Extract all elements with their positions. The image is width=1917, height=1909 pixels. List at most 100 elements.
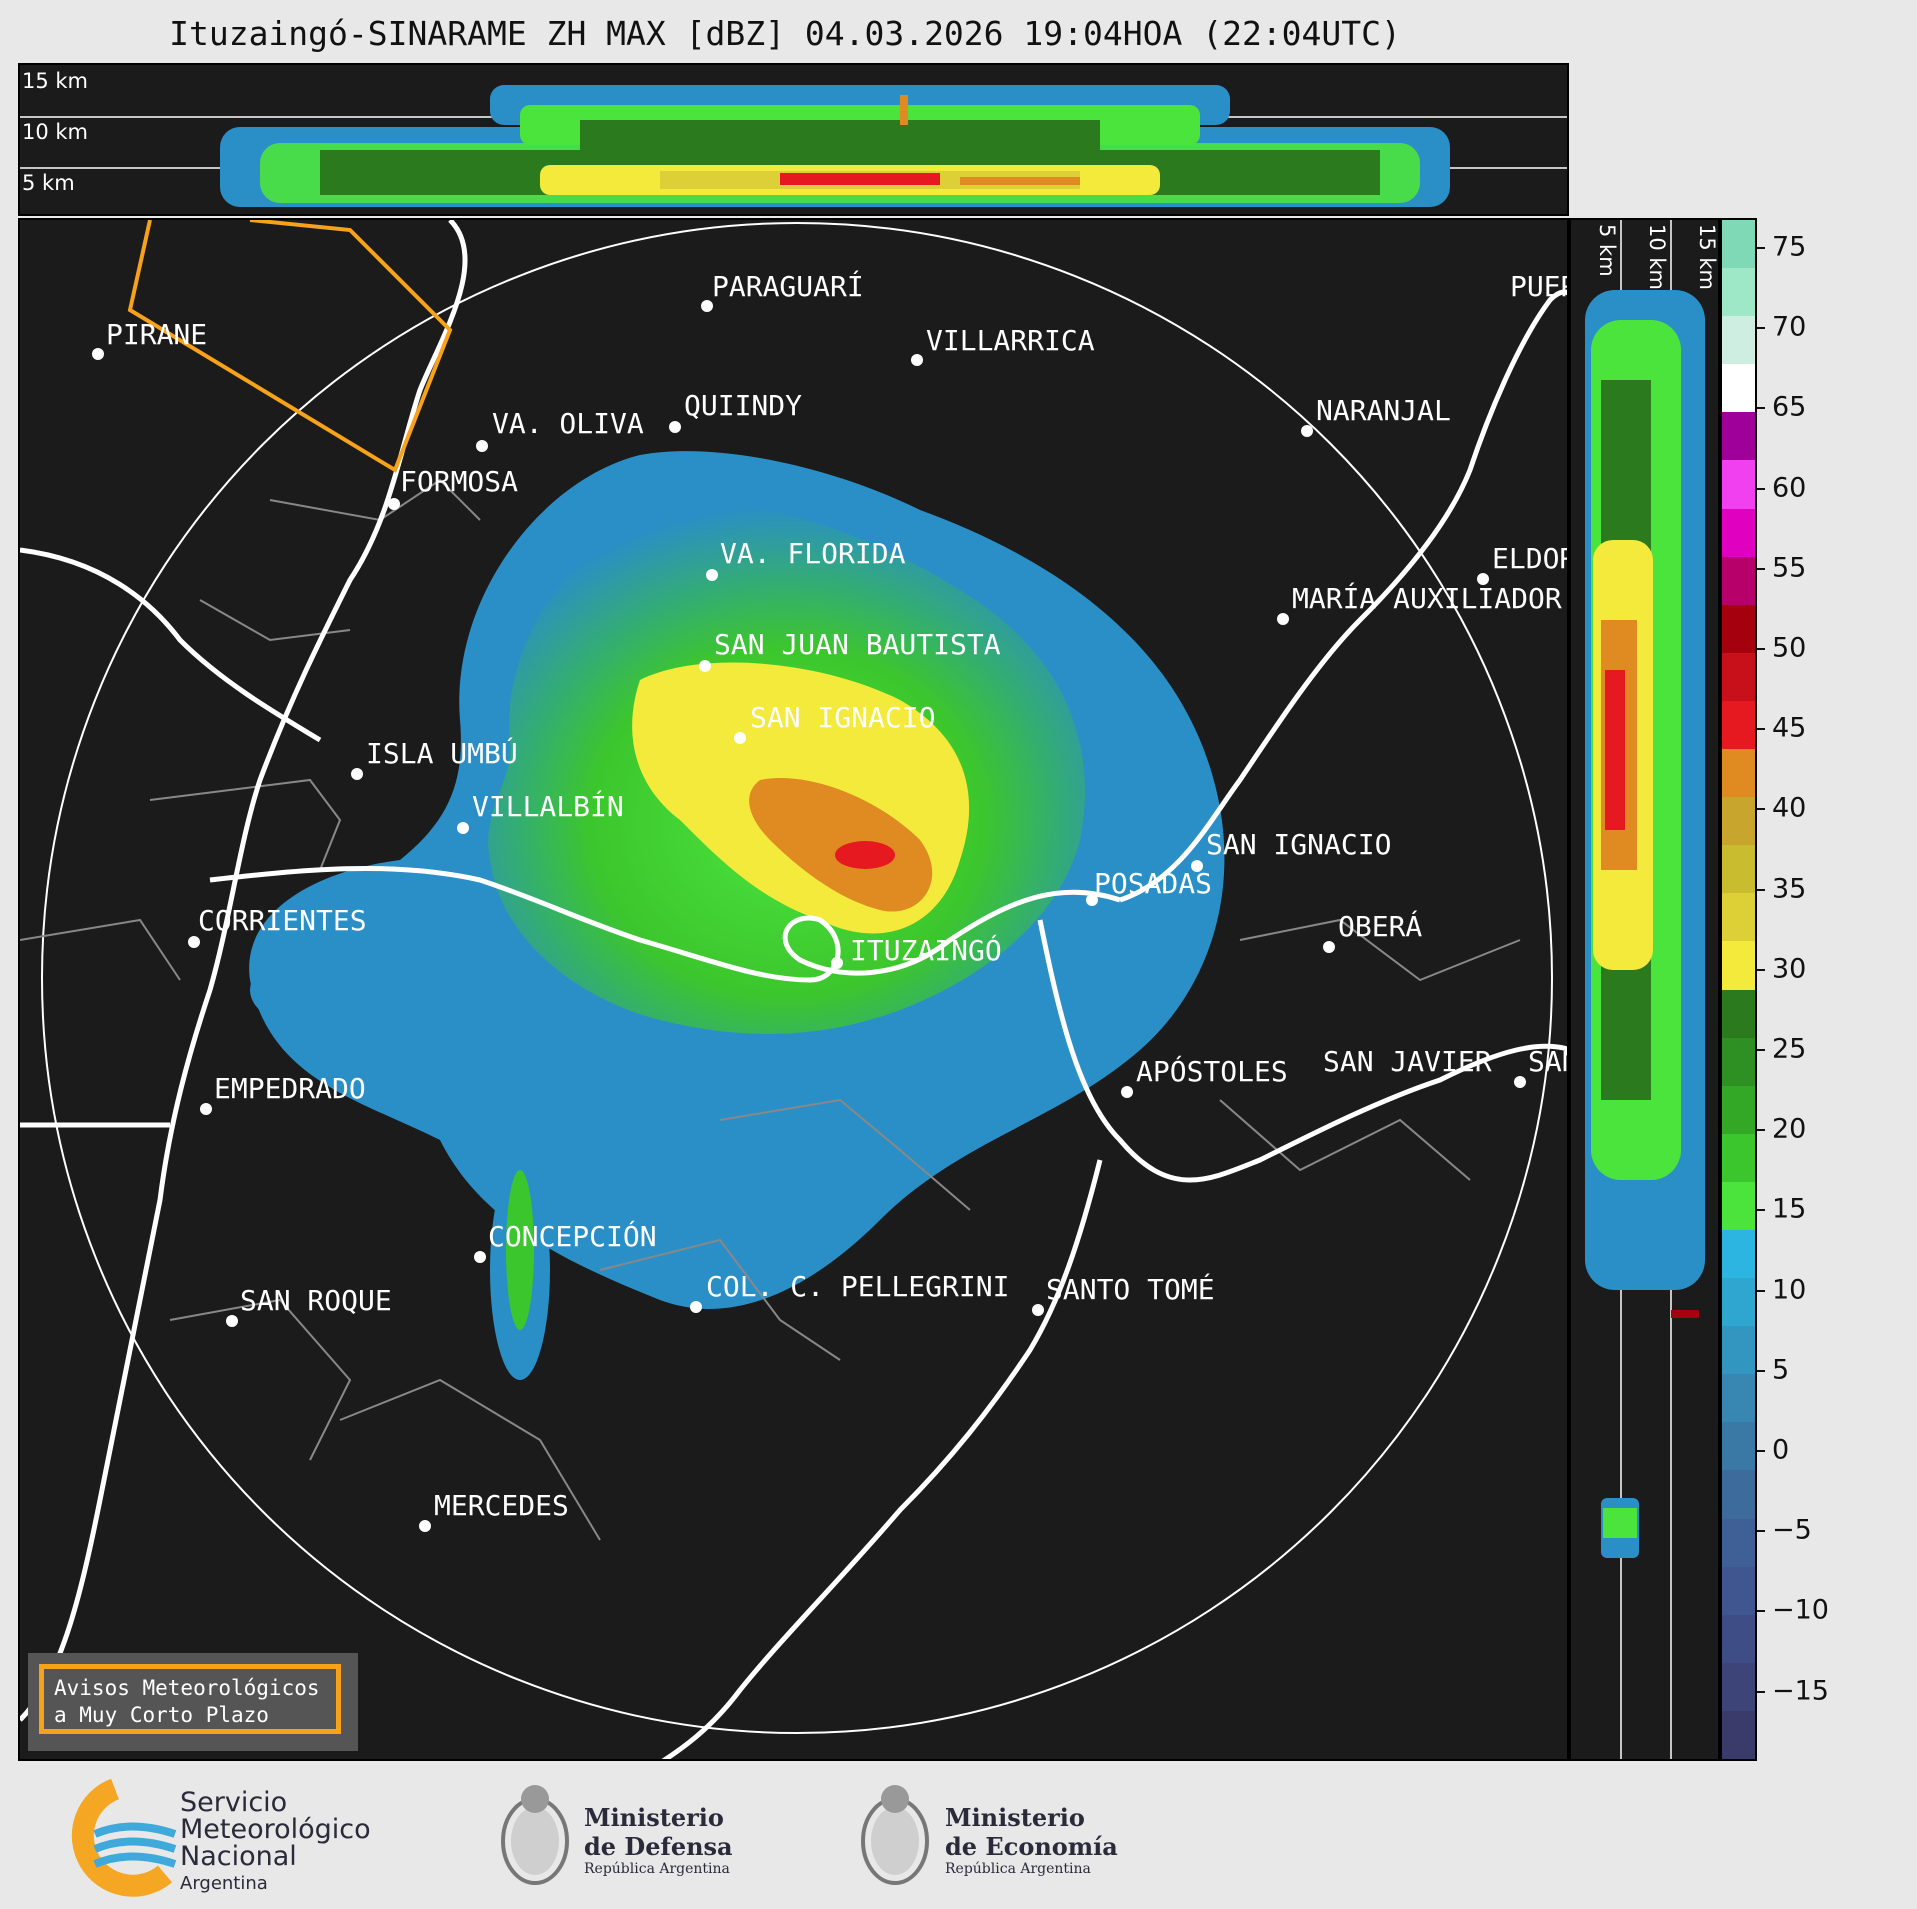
xsec-right-label-5km: 5 km	[1595, 224, 1619, 277]
colorbar-tick-label: 0	[1772, 1434, 1790, 1466]
city-dot-villarrica	[911, 354, 923, 366]
colorbar-band	[1722, 316, 1755, 366]
colorbar-band	[1722, 1326, 1755, 1376]
colorbar-tick-mark	[1757, 1209, 1765, 1212]
colorbar-tick-label: 10	[1772, 1274, 1807, 1306]
colorbar-band	[1722, 1037, 1755, 1087]
colorbar-band	[1722, 460, 1755, 510]
city-label-formosa: FORMOSA	[400, 465, 519, 498]
colorbar-tick-mark	[1757, 1369, 1765, 1372]
warning-line-1: Avisos Meteorológicos	[54, 1676, 320, 1700]
defensa-line-2: de Defensa	[584, 1832, 733, 1861]
city-label-corrientes: CORRIENTES	[198, 904, 367, 937]
colorbar-tick-label: 75	[1772, 231, 1807, 263]
top-cross-section-echoes	[20, 85, 1567, 207]
city-dot-maria-auxiliadora	[1277, 613, 1289, 625]
admin-boundaries	[20, 478, 1521, 1541]
city-label-col-c-pellegrini: COL. C. PELLEGRINI	[706, 1270, 1010, 1303]
colorbar-band	[1722, 749, 1755, 799]
colorbar-tick-mark	[1757, 247, 1765, 249]
colorbar-band	[1722, 797, 1755, 847]
city-label-san-roque: SAN ROQUE	[240, 1284, 392, 1317]
smn-line-1: Servicio	[180, 1787, 288, 1818]
borders-rivers	[20, 220, 1567, 1759]
colorbar-band	[1722, 556, 1755, 606]
colorbar-band	[1722, 989, 1755, 1039]
colorbar-band	[1722, 1662, 1755, 1712]
colorbar-band	[1722, 1470, 1755, 1520]
smn-line-2: Meteorológico	[180, 1814, 371, 1845]
city-label-santo-tome: SANTO TOMÉ	[1046, 1273, 1215, 1306]
radar-map-layers	[20, 220, 1567, 1759]
economia-line-3: República Argentina	[945, 1861, 1091, 1877]
colorbar-tick-label: −15	[1772, 1675, 1829, 1707]
colorbar-tick-mark	[1757, 1289, 1765, 1292]
radar-map[interactable]: PARAGUARÍ VILLARRICA PIRANE QUIINDY VA. …	[18, 218, 1569, 1761]
city-dot-va-oliva	[476, 440, 488, 452]
colorbar	[1720, 218, 1757, 1761]
colorbar-band	[1722, 1085, 1755, 1135]
colorbar-tick-mark	[1757, 648, 1765, 650]
defensa-seal-icon	[501, 1785, 569, 1885]
colorbar-tick-mark	[1757, 327, 1765, 330]
top-cross-section: 15 km 10 km 5 km	[18, 63, 1569, 216]
warning-line-2: a Muy Corto Plazo	[54, 1703, 269, 1727]
city-label-empedrado: EMPEDRADO	[214, 1072, 366, 1105]
colorbar-tick-mark	[1757, 407, 1765, 410]
colorbar-tick-mark	[1757, 968, 1765, 971]
city-dot-isla-umbu	[351, 768, 363, 780]
colorbar-tick-label: 15	[1772, 1193, 1807, 1225]
colorbar-tick-mark	[1757, 1129, 1765, 1132]
colorbar-tick-label: 65	[1772, 391, 1807, 423]
city-label-villalbin: VILLALBÍN	[472, 790, 624, 823]
city-dot-formosa	[388, 498, 400, 510]
economia-line-1: Ministerio	[945, 1803, 1085, 1832]
colorbar-band	[1722, 652, 1755, 702]
colorbar-tick-label: 50	[1772, 632, 1807, 664]
city-label-san-ignacio-py: SAN IGNACIO	[750, 701, 936, 734]
city-label-villarrica: VILLARRICA	[926, 324, 1095, 357]
colorbar-tick-mark	[1757, 1049, 1765, 1051]
city-label-san: SAN	[1528, 1045, 1567, 1078]
colorbar-band	[1722, 1133, 1755, 1183]
colorbar-band	[1722, 1181, 1755, 1231]
colorbar-band	[1722, 604, 1755, 654]
colorbar-band	[1722, 412, 1755, 462]
colorbar-tick-mark	[1757, 1530, 1765, 1533]
colorbar-band	[1722, 1229, 1755, 1280]
xsec-top-label-15km: 15 km	[22, 69, 89, 93]
city-dot-paraguari	[701, 300, 713, 312]
economia-line-2: de Economía	[945, 1832, 1118, 1861]
city-label-isla-umbu: ISLA UMBÚ	[366, 737, 518, 770]
colorbar-tick-mark	[1757, 487, 1765, 490]
colorbar-band	[1722, 364, 1755, 414]
colorbar-tick-label: 70	[1772, 311, 1807, 343]
city-dot-quiindy	[669, 421, 681, 433]
defensa-line-3: República Argentina	[584, 1861, 730, 1877]
xsec-right-label-15km: 15 km	[1695, 224, 1719, 291]
smn-logo-icon	[71, 1779, 177, 1897]
city-label-obera: OBERÁ	[1338, 910, 1423, 943]
colorbar-band	[1722, 700, 1755, 751]
right-cross-section: 5 km 10 km 15 km	[1569, 218, 1720, 1761]
city-label-maria-auxiliadora: MARÍA AUXILIADOR	[1292, 582, 1562, 615]
city-label-va-oliva: VA. OLIVA	[492, 407, 644, 440]
colorbar-band	[1722, 1374, 1755, 1424]
colorbar-tick-label: −5	[1772, 1514, 1812, 1546]
city-label-posadas: POSADAS	[1094, 867, 1213, 900]
right-cross-section-echoes	[1585, 220, 1705, 1759]
colorbar-tick-mark	[1757, 1450, 1765, 1452]
city-dot-villalbin	[457, 822, 469, 834]
colorbar-band	[1722, 220, 1755, 270]
colorbar-tick-mark	[1757, 808, 1765, 811]
city-dot-va-florida	[706, 569, 718, 581]
colorbar-band	[1722, 1710, 1755, 1759]
colorbar-tick-label: 30	[1772, 953, 1807, 985]
echo-south-streak-green	[506, 1170, 534, 1330]
colorbar-tick-mark	[1757, 567, 1765, 570]
city-label-va-florida: VA. FLORIDA	[720, 537, 906, 570]
colorbar-tick-label: 35	[1772, 873, 1807, 905]
colorbar-tick-label: 20	[1772, 1113, 1807, 1145]
colorbar-tick-mark	[1757, 888, 1765, 891]
city-dot-mercedes	[419, 1520, 431, 1532]
